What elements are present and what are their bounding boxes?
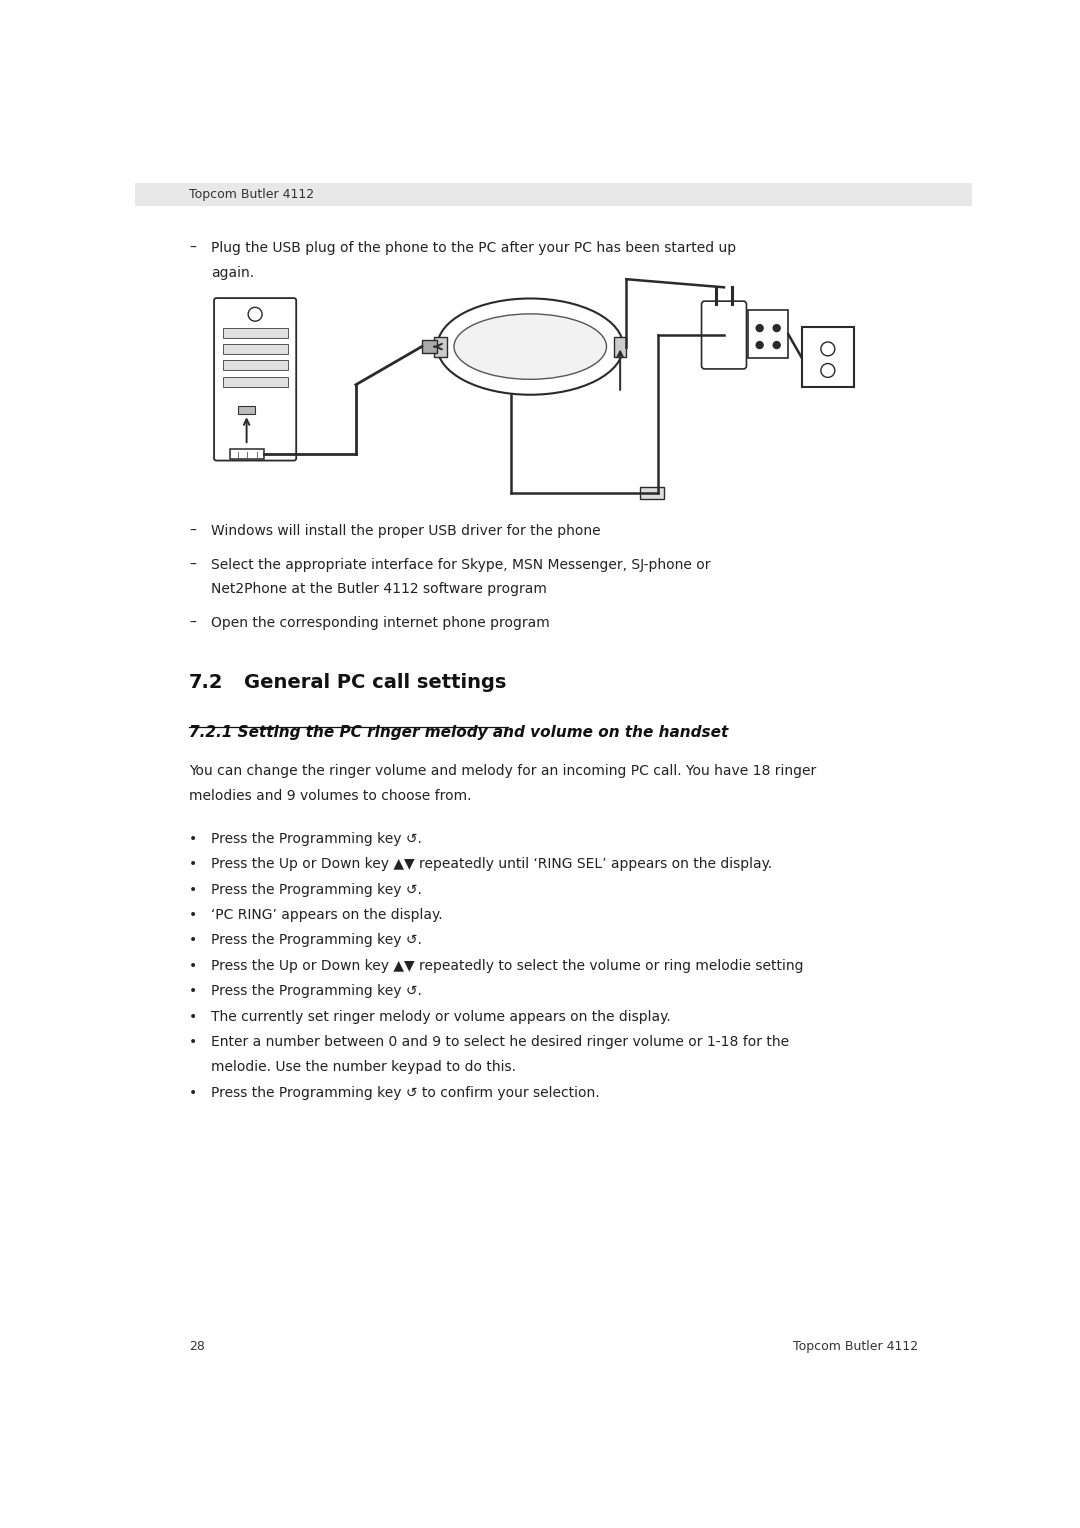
Text: Press the Up or Down key ▲▼ repeatedly to select the volume or ring melodie sett: Press the Up or Down key ▲▼ repeatedly t… [211,958,804,973]
Bar [222,329,287,338]
Circle shape [756,342,764,348]
Text: –: – [189,241,197,255]
Text: •: • [189,1034,198,1050]
Text: Press the Programming key ↺ to confirm your selection.: Press the Programming key ↺ to confirm y… [211,1086,599,1100]
FancyBboxPatch shape [214,298,296,460]
Text: •: • [189,883,198,897]
Text: 7.2.1 Setting the PC ringer melody and volume on the handset: 7.2.1 Setting the PC ringer melody and v… [189,726,729,741]
Circle shape [821,364,835,377]
Bar [222,344,287,354]
Ellipse shape [437,298,623,394]
Bar [613,336,626,356]
Text: General PC call settings: General PC call settings [243,672,505,692]
Text: Topcom Butler 4112: Topcom Butler 4112 [189,188,314,202]
Text: Windows will install the proper USB driver for the phone: Windows will install the proper USB driv… [211,524,600,538]
Text: •: • [189,1010,198,1024]
Text: •: • [189,857,198,871]
Text: •: • [189,984,198,998]
Text: •: • [189,908,198,921]
Bar [222,376,287,387]
Text: –: – [189,616,197,630]
Bar [222,361,287,370]
Text: melodies and 9 volumes to choose from.: melodies and 9 volumes to choose from. [189,790,472,804]
Text: melodie. Use the number keypad to do this.: melodie. Use the number keypad to do thi… [211,1060,516,1074]
Text: Select the appropriate interface for Skype, MSN Messenger, SJ-phone or: Select the appropriate interface for Sky… [211,558,711,571]
Text: Press the Programming key ↺.: Press the Programming key ↺. [211,883,422,897]
Circle shape [773,342,780,348]
Text: –: – [189,558,197,571]
Text: ‘PC RING’ appears on the display.: ‘PC RING’ appears on the display. [211,908,443,921]
Bar [640,487,663,500]
Text: Press the Up or Down key ▲▼ repeatedly until ‘RING SEL’ appears on the display.: Press the Up or Down key ▲▼ repeatedly u… [211,857,772,871]
Text: –: – [189,524,197,538]
Circle shape [248,307,262,321]
Text: You can change the ringer volume and melody for an incoming PC call. You have 18: You can change the ringer volume and mel… [189,764,816,778]
Bar [230,449,265,458]
Bar [748,310,788,358]
Text: The currently set ringer melody or volume appears on the display.: The currently set ringer melody or volum… [211,1010,671,1024]
Circle shape [773,324,780,332]
Text: •: • [189,831,198,845]
Text: Press the Programming key ↺.: Press the Programming key ↺. [211,831,422,845]
Text: Press the Programming key ↺.: Press the Programming key ↺. [211,934,422,947]
Ellipse shape [454,313,607,379]
Text: Net2Phone at the Butler 4112 software program: Net2Phone at the Butler 4112 software pr… [211,582,546,596]
Bar [238,406,255,414]
Text: Press the Programming key ↺.: Press the Programming key ↺. [211,984,422,998]
Text: Plug the USB plug of the phone to the PC after your PC has been started up: Plug the USB plug of the phone to the PC… [211,241,737,255]
Text: Open the corresponding internet phone program: Open the corresponding internet phone pr… [211,616,550,630]
Circle shape [756,324,764,332]
Bar [422,341,437,353]
Circle shape [821,342,835,356]
Text: •: • [189,934,198,947]
Text: •: • [189,958,198,973]
Text: 7.2: 7.2 [189,672,224,692]
FancyBboxPatch shape [702,301,746,368]
Bar [801,327,854,388]
Text: Topcom Butler 4112: Topcom Butler 4112 [793,1340,918,1352]
Text: 28: 28 [189,1340,205,1352]
Text: Enter a number between 0 and 9 to select he desired ringer volume or 1-18 for th: Enter a number between 0 and 9 to select… [211,1034,789,1050]
Bar [135,183,972,206]
Text: again.: again. [211,266,254,280]
Bar [434,336,446,356]
Text: •: • [189,1086,198,1100]
